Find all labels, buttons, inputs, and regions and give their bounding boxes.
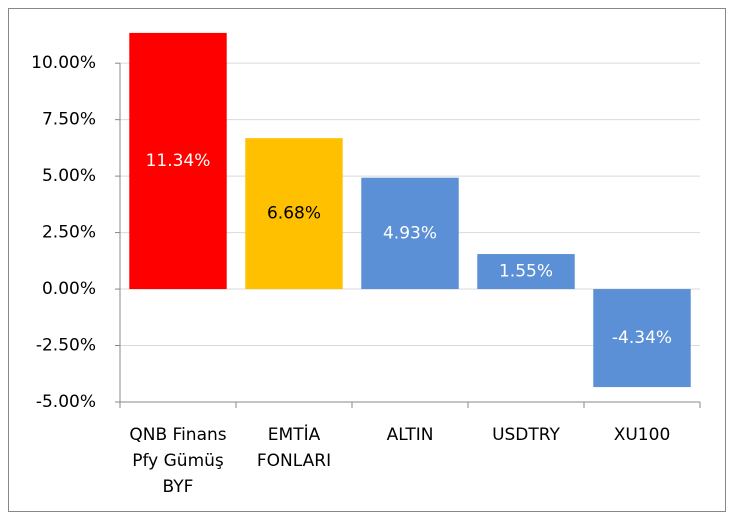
bar [477,254,575,290]
data-label: 1.55% [499,262,553,282]
data-label: 6.68% [267,204,321,224]
y-tick-label: 0.00% [42,279,96,299]
y-tick-label: 7.50% [42,110,96,130]
y-tick-label: 5.00% [42,166,96,186]
x-tick-label: ALTIN [386,425,434,445]
x-tick-label: XU100 [613,425,671,445]
y-tick-label: 10.00% [31,53,96,73]
bar [129,32,227,290]
bar [361,177,459,290]
bar [593,289,691,388]
x-tick-label: USDTRY [492,425,560,445]
x-tick-label: QNB Finans Pfy Gümüş BYF [129,425,227,497]
y-tick-label: -2.50% [36,336,96,356]
y-tick-label: -5.00% [36,392,96,412]
data-label: 11.34% [146,151,211,171]
data-label: 4.93% [383,223,437,243]
bar [245,138,343,290]
x-tick-label: EMTİA FONLARI [256,425,332,471]
data-label: -4.34% [612,328,672,348]
y-tick-label: 2.50% [42,223,96,243]
